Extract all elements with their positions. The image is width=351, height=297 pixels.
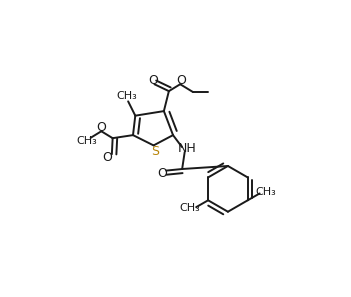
Text: CH₃: CH₃ xyxy=(256,187,276,197)
Text: O: O xyxy=(157,167,167,180)
Text: O: O xyxy=(102,151,112,164)
Text: O: O xyxy=(177,74,186,87)
Text: CH₃: CH₃ xyxy=(179,203,200,213)
Text: O: O xyxy=(97,121,106,134)
Text: NH: NH xyxy=(178,142,196,155)
Text: CH₃: CH₃ xyxy=(76,136,97,146)
Text: S: S xyxy=(151,145,159,158)
Text: CH₃: CH₃ xyxy=(117,91,137,101)
Text: O: O xyxy=(148,74,158,87)
